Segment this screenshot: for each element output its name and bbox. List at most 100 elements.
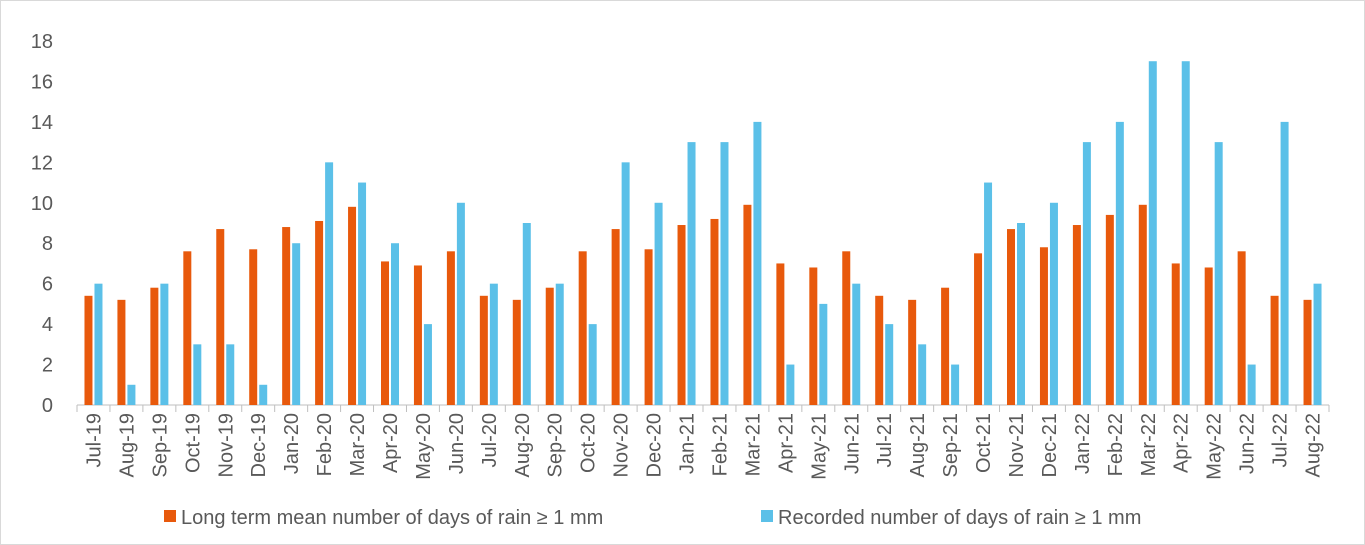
- legend-swatch-recorded: [761, 510, 773, 522]
- x-axis: Jul-19 Aug-19 Sep-19 Oct-19 Nov-19 Dec-19 Jan-…: [76, 404, 1330, 480]
- x-tick-label: Apr-22: [1171, 413, 1193, 473]
- y-tick-label: 10: [31, 193, 53, 215]
- bar-long-term-mean: [183, 251, 192, 405]
- bar-long-term-mean: [381, 261, 389, 405]
- y-tick-label: 4: [42, 314, 53, 336]
- x-tick-label: Aug-19: [116, 413, 138, 478]
- y-tick-label: 18: [31, 31, 53, 53]
- x-tick-label: May-20: [413, 413, 435, 480]
- bar-long-term-mean: [545, 287, 554, 405]
- bar-recorded: [687, 142, 696, 405]
- bar-long-term-mean: [512, 299, 521, 405]
- x-tick-label: Feb-20: [314, 413, 336, 476]
- bar-long-term-mean: [84, 295, 93, 405]
- bar-recorded: [1280, 121, 1289, 405]
- legend-label-recorded: Recorded number of days of rain ≥ 1 mm: [778, 507, 1141, 529]
- x-tick-label: Apr-20: [380, 413, 402, 473]
- x-tick-label: Jun-21: [841, 413, 863, 474]
- bar-recorded: [292, 243, 301, 405]
- bar-recorded: [555, 283, 564, 405]
- bar-recorded: [358, 182, 367, 405]
- x-tick-label: Dec-21: [1039, 413, 1061, 477]
- bar-recorded: [259, 384, 268, 405]
- x-tick-label: Jul-22: [1270, 413, 1292, 467]
- x-tick-label: Dec-19: [248, 413, 270, 477]
- bar-recorded: [885, 324, 894, 405]
- legend-label-long-term-mean: Long term mean number of days of rain ≥ …: [181, 507, 603, 529]
- bar-recorded: [1082, 142, 1091, 405]
- bar-recorded: [193, 344, 202, 405]
- bar-long-term-mean: [743, 204, 752, 405]
- bar-recorded: [226, 344, 235, 405]
- bar-long-term-mean: [282, 227, 291, 405]
- bar-long-term-mean: [809, 267, 818, 405]
- bar-recorded: [1017, 223, 1025, 405]
- bar-recorded: [918, 344, 927, 405]
- bar-recorded: [753, 121, 762, 405]
- x-tick-label: Oct-21: [973, 413, 995, 473]
- x-tick-label: Jul-20: [479, 413, 501, 467]
- bar-long-term-mean: [1303, 299, 1312, 405]
- bar-long-term-mean: [578, 251, 587, 405]
- bar-long-term-mean: [216, 229, 225, 405]
- y-tick-label: 8: [42, 233, 53, 255]
- x-tick-label: Jun-22: [1237, 413, 1259, 474]
- x-tick-label: Sep-21: [940, 413, 962, 478]
- x-tick-label: Nov-21: [1006, 413, 1028, 477]
- x-tick-label: Apr-21: [775, 413, 797, 473]
- bar-long-term-mean: [150, 287, 159, 405]
- bar-recorded: [654, 202, 663, 405]
- bar-long-term-mean: [644, 249, 653, 405]
- y-tick-label: 12: [31, 152, 53, 174]
- bar-long-term-mean: [1171, 263, 1180, 405]
- bar-long-term-mean: [1204, 267, 1213, 405]
- bar-recorded: [1214, 142, 1223, 405]
- bar-long-term-mean: [479, 295, 488, 405]
- bar-long-term-mean: [1105, 214, 1114, 405]
- y-tick-label: 6: [42, 274, 53, 296]
- bar-recorded: [852, 283, 861, 405]
- x-tick-label: Mar-21: [742, 413, 764, 476]
- bar-recorded: [456, 202, 465, 405]
- bar-recorded: [951, 364, 960, 405]
- bar-recorded: [127, 384, 136, 405]
- bar-long-term-mean: [611, 229, 620, 405]
- y-tick-label: 14: [31, 112, 53, 134]
- bar-recorded: [325, 162, 334, 405]
- x-tick-label: Mar-20: [347, 413, 369, 476]
- bar-long-term-mean: [1138, 204, 1147, 405]
- bar-long-term-mean: [315, 220, 324, 405]
- bar-recorded: [489, 283, 498, 405]
- bar-recorded: [160, 283, 169, 405]
- bar-recorded: [984, 182, 993, 405]
- bar-recorded: [819, 303, 828, 405]
- x-tick-label: Jan-20: [281, 413, 303, 474]
- x-tick-label: May-21: [808, 413, 830, 480]
- bar-long-term-mean: [249, 249, 258, 405]
- y-tick-label: 2: [42, 355, 53, 377]
- bars: [84, 61, 1322, 405]
- bar-long-term-mean: [941, 287, 950, 405]
- bar-long-term-mean: [348, 206, 357, 405]
- bar-long-term-mean: [117, 299, 126, 405]
- x-tick-label: Nov-20: [611, 413, 633, 477]
- bar-long-term-mean: [1270, 295, 1279, 405]
- x-tick-label: Mar-22: [1138, 413, 1160, 476]
- y-tick-label: 0: [42, 395, 53, 417]
- bar-long-term-mean: [1237, 251, 1246, 405]
- bar-recorded: [94, 283, 103, 405]
- legend: Long term mean number of days of rain ≥ …: [164, 507, 1141, 529]
- x-tick-label: Jun-20: [446, 413, 468, 474]
- x-tick-label: Oct-20: [578, 413, 600, 473]
- y-axis: 0 2 4 6 8 10 12 14 16 18: [31, 31, 53, 417]
- x-tick-label: Oct-19: [182, 413, 204, 473]
- bar-recorded: [1313, 283, 1322, 405]
- bar-recorded: [423, 324, 432, 405]
- bar-recorded: [391, 243, 399, 405]
- bar-long-term-mean: [875, 295, 884, 405]
- x-tick-label: Aug-22: [1303, 413, 1325, 478]
- x-tick-label: Aug-20: [512, 413, 534, 478]
- bar-long-term-mean: [1072, 225, 1081, 405]
- bar-recorded: [786, 364, 795, 405]
